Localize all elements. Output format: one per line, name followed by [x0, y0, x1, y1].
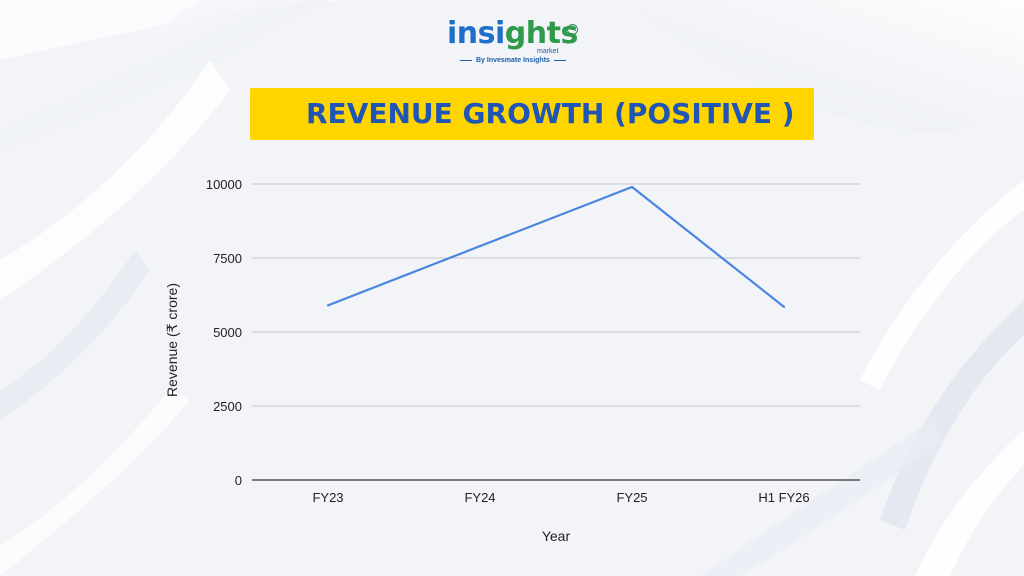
series-line-revenue: [327, 185, 785, 308]
registered-mark: ®: [567, 24, 578, 35]
y-tick-label: 2500: [213, 399, 242, 414]
data-point: [630, 185, 634, 189]
brand-logo: insights ® market By Invesmate Insights: [440, 14, 580, 68]
logo-word-part1: insi: [447, 16, 505, 51]
y-axis-label: Revenue (₹ crore): [164, 283, 180, 397]
data-point: [326, 304, 330, 307]
logo-word-part2: ghts: [504, 16, 579, 51]
y-tick-label: 0: [235, 473, 242, 488]
title-banner: REVENUE GROWTH (POSITIVE ): [250, 88, 814, 140]
logo-tagline: By Invesmate Insights: [456, 56, 566, 66]
x-tick-label: FY23: [312, 490, 343, 505]
y-tick-label: 7500: [213, 251, 242, 266]
gridlines: [252, 183, 860, 481]
y-tick-label: 5000: [213, 325, 242, 340]
logo-subword: market: [537, 48, 559, 55]
x-tick-label: FY24: [464, 490, 495, 505]
data-point: [782, 305, 786, 308]
series: [326, 185, 786, 308]
x-axis-ticks: FY23 FY24 FY25 H1 FY26: [312, 490, 809, 505]
data-point: [478, 245, 482, 248]
logo-wordmark: insights: [447, 16, 578, 52]
y-axis-ticks: 0 2500 5000 7500 10000: [206, 177, 242, 488]
x-axis-label: Year: [542, 528, 571, 544]
x-tick-label: H1 FY26: [758, 490, 809, 505]
y-tick-label: 10000: [206, 177, 242, 192]
x-tick-label: FY25: [616, 490, 647, 505]
chart-title: REVENUE GROWTH (POSITIVE ): [306, 97, 795, 130]
